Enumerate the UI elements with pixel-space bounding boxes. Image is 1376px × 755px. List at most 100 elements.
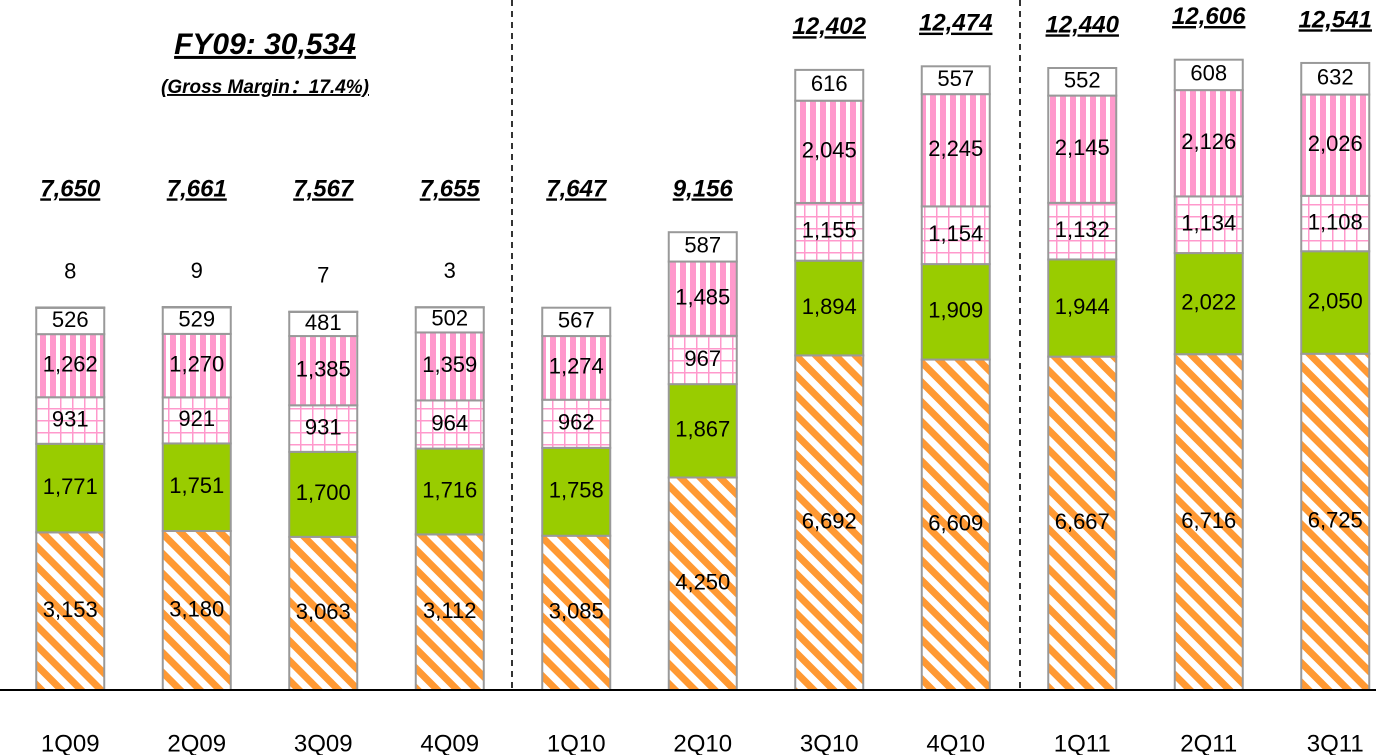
data-label: 964 <box>431 410 468 435</box>
data-label: 1,270 <box>169 351 224 376</box>
bar-segment <box>35 396 106 445</box>
x-tick-label: 2Q09 <box>167 730 226 755</box>
data-label: 587 <box>684 233 721 258</box>
data-label: 529 <box>178 306 215 331</box>
data-label: 4,250 <box>675 570 730 595</box>
bar-segment <box>794 99 865 204</box>
data-label: 1,108 <box>1308 209 1363 234</box>
data-label: 1,716 <box>422 477 477 502</box>
bar-segment <box>794 201 865 262</box>
total-label: 7,661 <box>167 175 227 202</box>
data-label: 1,155 <box>802 218 857 243</box>
data-label: 962 <box>558 410 595 435</box>
data-label: 1,385 <box>296 356 351 381</box>
total-label: 7,567 <box>293 175 355 202</box>
data-label: 6,667 <box>1055 509 1110 534</box>
data-label: 502 <box>431 306 468 331</box>
bar-segment <box>414 447 485 536</box>
bar-segment <box>920 93 991 208</box>
bar-segment <box>1047 67 1118 97</box>
bar-segment <box>1300 61 1371 96</box>
data-label: 2,026 <box>1308 131 1363 156</box>
total-label: 7,655 <box>420 175 481 202</box>
total-label: 12,440 <box>1046 11 1120 38</box>
bar-segment <box>35 333 106 399</box>
data-label: 1,944 <box>1055 294 1110 319</box>
total-label: 12,606 <box>1172 3 1246 30</box>
x-tick-label: 3Q10 <box>800 730 859 755</box>
bar-segment <box>288 335 359 407</box>
bar-segment <box>1047 201 1118 261</box>
bar-segment <box>1300 352 1371 691</box>
bar-segment <box>541 335 612 401</box>
data-label: 3,180 <box>169 596 224 621</box>
bar-segment <box>1173 252 1244 356</box>
data-label: 921 <box>178 406 215 431</box>
data-label: 2,022 <box>1181 289 1236 314</box>
data-label: 616 <box>811 71 848 96</box>
bar-segment <box>414 533 485 692</box>
x-tick-label: 1Q11 <box>1054 730 1111 755</box>
data-label: 608 <box>1190 61 1227 86</box>
data-label: 1,262 <box>43 352 98 377</box>
bar-segment <box>414 399 485 450</box>
bar-segment <box>541 446 612 537</box>
data-label: 1,771 <box>43 474 98 499</box>
data-label: 1,894 <box>802 294 857 319</box>
data-label: 931 <box>52 406 89 431</box>
data-label: 1,134 <box>1181 211 1236 236</box>
total-label: 12,402 <box>793 13 867 40</box>
bar-segment <box>288 535 359 691</box>
data-label: 1,909 <box>928 298 983 323</box>
data-label: 2,145 <box>1055 135 1110 160</box>
total-label: 12,474 <box>919 10 992 37</box>
data-label: 1,700 <box>296 480 351 505</box>
bar-segment <box>920 65 991 96</box>
bar-segment <box>414 306 485 334</box>
data-label: 552 <box>1064 68 1101 93</box>
data-label: 2,050 <box>1308 288 1363 313</box>
data-label: 481 <box>305 310 342 335</box>
data-label: 8 <box>64 258 76 283</box>
data-label: 6,725 <box>1308 508 1363 533</box>
data-label: 1,751 <box>169 473 224 498</box>
data-label: 2,245 <box>928 136 983 161</box>
data-label: 3,085 <box>549 599 604 624</box>
x-tick-label: 4Q09 <box>420 730 479 755</box>
data-label: 3,063 <box>296 599 351 624</box>
bar-segment <box>667 231 738 263</box>
bar-segment <box>161 530 232 691</box>
data-label: 9 <box>191 258 203 283</box>
bar-segment <box>794 68 865 102</box>
data-label: 1,274 <box>549 354 604 379</box>
x-tick-label: 1Q10 <box>547 730 606 755</box>
x-tick-label: 3Q11 <box>1307 730 1364 755</box>
bar-segment <box>541 398 612 449</box>
data-label: 6,609 <box>928 511 983 536</box>
total-label: 7,647 <box>546 175 608 202</box>
data-label: 3,112 <box>423 598 476 623</box>
data-label: 6,716 <box>1181 508 1236 533</box>
data-label: 967 <box>684 346 721 371</box>
total-label: 9,156 <box>673 175 734 202</box>
data-label: 1,132 <box>1055 217 1110 242</box>
data-label: 632 <box>1317 65 1354 90</box>
data-label: 567 <box>558 308 595 333</box>
data-label: 557 <box>937 66 974 91</box>
data-label: 2,126 <box>1181 129 1236 154</box>
bar-segment <box>35 531 106 691</box>
x-tick-label: 3Q09 <box>294 730 353 755</box>
data-label: 3 <box>444 258 456 283</box>
x-tick-label: 2Q11 <box>1180 730 1237 755</box>
x-tick-label: 4Q10 <box>926 730 985 755</box>
bar-segment <box>161 332 232 399</box>
annotation: (Gross Margin：17.4%) <box>161 77 369 98</box>
bar-segment <box>1173 58 1244 92</box>
data-label: 1,758 <box>549 478 604 503</box>
bar-segment <box>1173 353 1244 691</box>
bar-segment <box>1300 250 1371 355</box>
data-label: 1,154 <box>928 221 983 246</box>
total-label: 12,541 <box>1299 6 1372 33</box>
data-label: 931 <box>305 414 342 439</box>
